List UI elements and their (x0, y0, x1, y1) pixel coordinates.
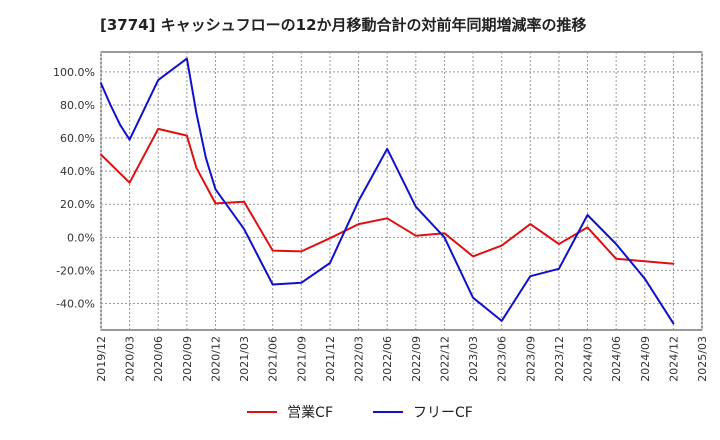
x-tick-label: 2021/06 (267, 336, 280, 382)
y-tick-label: 0.0% (67, 231, 95, 244)
y-tick-label: 40.0% (60, 165, 95, 178)
legend-swatch-free-cf (373, 411, 403, 413)
x-tick-label: 2023/12 (553, 336, 566, 382)
legend-item-operating-cf: 営業CF (247, 402, 333, 422)
x-tick-label: 2024/09 (639, 336, 652, 382)
x-tick-label: 2023/06 (496, 336, 509, 382)
x-tick-label: 2022/06 (381, 336, 394, 382)
x-tick-label: 2020/06 (152, 336, 165, 382)
x-tick-label: 2020/09 (181, 336, 194, 382)
legend-label-free-cf: フリーCF (413, 405, 473, 421)
x-tick-label: 2023/09 (524, 336, 537, 382)
chart-title: [3774] キャッシュフローの12か月移動合計の対前年同期増減率の推移 (100, 16, 587, 34)
legend-label-operating-cf: 営業CF (287, 405, 333, 421)
x-tick-label: 2021/12 (324, 336, 337, 382)
chart-legend: 営業CF フリーCF (0, 402, 720, 422)
x-tick-label: 2022/09 (410, 336, 423, 382)
y-tick-label: 100.0% (53, 66, 95, 79)
series-line-free-cf (100, 57, 675, 325)
x-tick-label: 2024/03 (582, 336, 595, 382)
y-tick-label: -40.0% (56, 298, 95, 311)
series-line-operating-cf (100, 127, 675, 265)
x-tick-label: 2020/03 (124, 336, 137, 382)
x-tick-label: 2023/03 (467, 336, 480, 382)
y-tick-label: -20.0% (56, 264, 95, 277)
y-tick-label: 80.0% (60, 99, 95, 112)
x-tick-label: 2022/12 (438, 336, 451, 382)
y-tick-label: 20.0% (60, 198, 95, 211)
x-tick-label: 2021/09 (295, 336, 308, 382)
legend-swatch-operating-cf (247, 411, 278, 413)
y-tick-label: 60.0% (60, 132, 95, 145)
x-tick-label: 2021/03 (238, 336, 251, 382)
x-tick-label: 2019/12 (95, 336, 108, 382)
legend-item-free-cf: フリーCF (373, 402, 473, 422)
x-tick-label: 2022/03 (353, 336, 366, 382)
x-tick-label: 2025/03 (696, 336, 709, 382)
x-tick-label: 2024/06 (610, 336, 623, 382)
x-tick-label: 2024/12 (667, 336, 680, 382)
x-tick-label: 2020/12 (209, 336, 222, 382)
plot-frame (100, 51, 703, 331)
